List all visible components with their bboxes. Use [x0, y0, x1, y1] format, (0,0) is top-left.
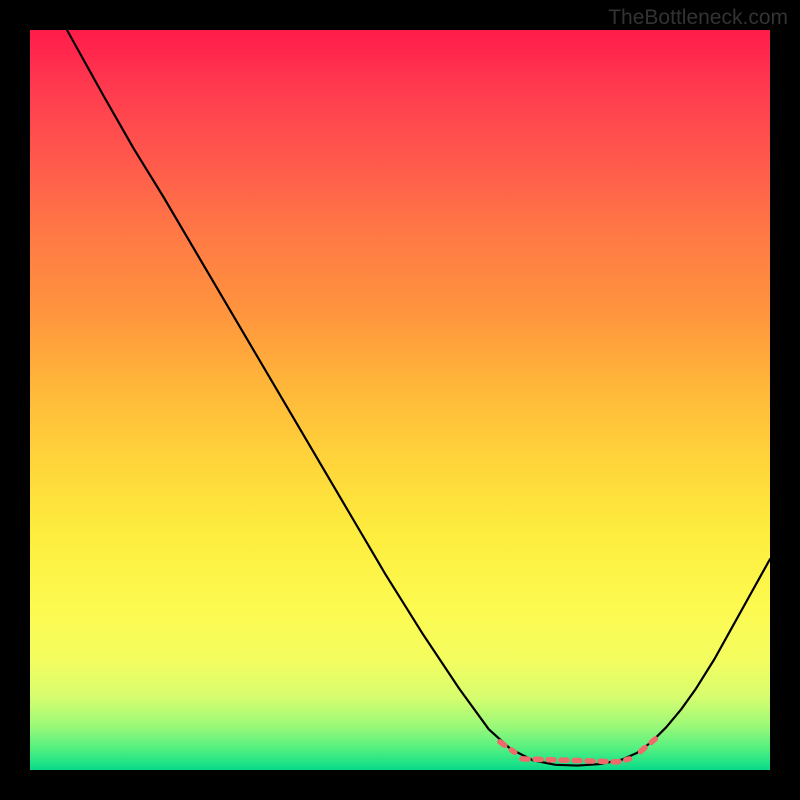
canvas: TheBottleneck.com — [0, 0, 800, 800]
bottleneck-curve — [67, 30, 770, 766]
dotted-valley-markers — [500, 739, 655, 762]
watermark: TheBottleneck.com — [608, 6, 788, 30]
chart-area — [30, 30, 770, 770]
chart-svg — [30, 30, 770, 770]
